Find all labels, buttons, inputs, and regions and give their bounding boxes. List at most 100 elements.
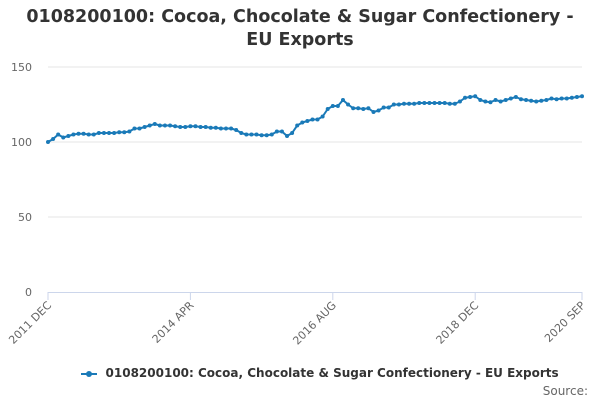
data-point xyxy=(468,95,473,99)
data-point xyxy=(101,131,106,135)
data-point xyxy=(457,99,462,104)
series-layer xyxy=(46,94,584,144)
data-point xyxy=(122,130,127,135)
data-point xyxy=(473,94,478,99)
data-point xyxy=(325,107,330,111)
data-point xyxy=(86,132,91,137)
data-point xyxy=(498,99,503,104)
data-point xyxy=(427,101,432,105)
legend-label: 0108200100: Cocoa, Chocolate & Sugar Con… xyxy=(105,366,559,380)
data-point xyxy=(91,132,96,137)
data-point xyxy=(422,101,427,105)
data-point xyxy=(264,133,269,138)
data-point xyxy=(407,101,412,106)
data-point xyxy=(315,117,320,122)
data-point xyxy=(249,132,254,137)
x-tick-label-2: 2016 AUG xyxy=(290,299,339,348)
data-point xyxy=(478,98,483,102)
data-point xyxy=(361,107,366,111)
data-point xyxy=(198,125,203,129)
data-point xyxy=(239,131,244,135)
data-point xyxy=(396,102,401,107)
x-tick-labels: 2011 DEC 2014 APR 2016 AUG 2018 DEC 2020 SEP xyxy=(6,299,588,348)
data-point xyxy=(107,131,112,135)
data-point xyxy=(508,96,513,101)
data-point xyxy=(188,124,193,129)
data-point xyxy=(229,126,234,131)
y-tick-label-0: 0 xyxy=(25,286,32,299)
data-point xyxy=(173,124,178,129)
y-tick-label-150: 150 xyxy=(11,61,32,74)
data-point xyxy=(127,129,132,134)
data-point xyxy=(193,124,198,129)
data-point xyxy=(117,130,122,135)
data-point xyxy=(244,132,249,137)
data-point xyxy=(569,95,574,100)
data-point xyxy=(279,129,284,134)
x-tick-label-1: 2014 APR xyxy=(150,299,197,346)
data-point xyxy=(356,106,361,111)
data-point xyxy=(346,102,351,107)
data-point xyxy=(417,101,422,105)
data-point xyxy=(56,132,61,137)
data-point xyxy=(518,97,523,102)
data-point xyxy=(503,98,508,102)
data-point xyxy=(112,131,117,135)
data-point xyxy=(290,131,295,135)
data-point xyxy=(254,132,259,137)
data-point xyxy=(259,133,264,138)
data-point xyxy=(549,96,554,101)
data-point xyxy=(66,134,71,138)
data-point xyxy=(564,96,569,101)
data-point xyxy=(559,96,564,101)
data-point xyxy=(310,117,315,122)
data-point xyxy=(340,98,345,102)
data-point xyxy=(391,102,396,107)
data-point xyxy=(178,125,183,129)
data-point xyxy=(152,122,157,126)
data-point xyxy=(539,98,544,103)
x-tick-label-0: 2011 DEC xyxy=(6,299,54,347)
data-point xyxy=(544,98,549,102)
x-tick-label-3: 2018 DEC xyxy=(434,299,482,347)
data-point xyxy=(157,123,162,128)
data-point xyxy=(437,101,442,105)
data-point xyxy=(402,101,406,106)
data-point xyxy=(513,95,518,99)
data-point xyxy=(432,101,437,105)
legend-swatch-icon xyxy=(81,370,98,377)
data-point xyxy=(132,126,137,131)
data-point xyxy=(300,120,305,125)
data-point xyxy=(574,95,579,99)
source-label: Source: xyxy=(542,384,588,398)
data-point xyxy=(305,119,310,123)
data-point xyxy=(463,95,468,100)
data-point xyxy=(412,101,417,106)
chart-title: 0108200100: Cocoa, Chocolate & Sugar Con… xyxy=(26,7,574,50)
axes xyxy=(47,292,583,300)
data-point xyxy=(580,94,584,99)
data-point xyxy=(442,101,447,105)
data-point xyxy=(168,123,173,128)
data-point xyxy=(381,105,386,110)
data-point xyxy=(376,108,381,113)
y-tick-label-100: 100 xyxy=(11,136,32,149)
legend[interactable]: 0108200100: Cocoa, Chocolate & Sugar Con… xyxy=(60,365,580,381)
data-point xyxy=(493,98,498,102)
data-point xyxy=(452,101,457,106)
data-point xyxy=(483,99,488,104)
data-point xyxy=(534,99,539,104)
data-point xyxy=(96,131,101,135)
y-tick-labels: 0 50 100 150 xyxy=(11,61,32,299)
x-tick-label-4: 2020 SEP xyxy=(542,299,588,345)
data-point xyxy=(488,100,493,105)
data-point xyxy=(224,126,228,131)
data-point xyxy=(142,125,147,129)
data-point xyxy=(46,140,50,144)
data-point xyxy=(203,125,208,129)
data-point xyxy=(351,106,356,111)
data-point xyxy=(234,128,239,132)
data-point xyxy=(386,105,391,110)
data-point xyxy=(183,125,188,129)
data-point xyxy=(137,126,142,131)
